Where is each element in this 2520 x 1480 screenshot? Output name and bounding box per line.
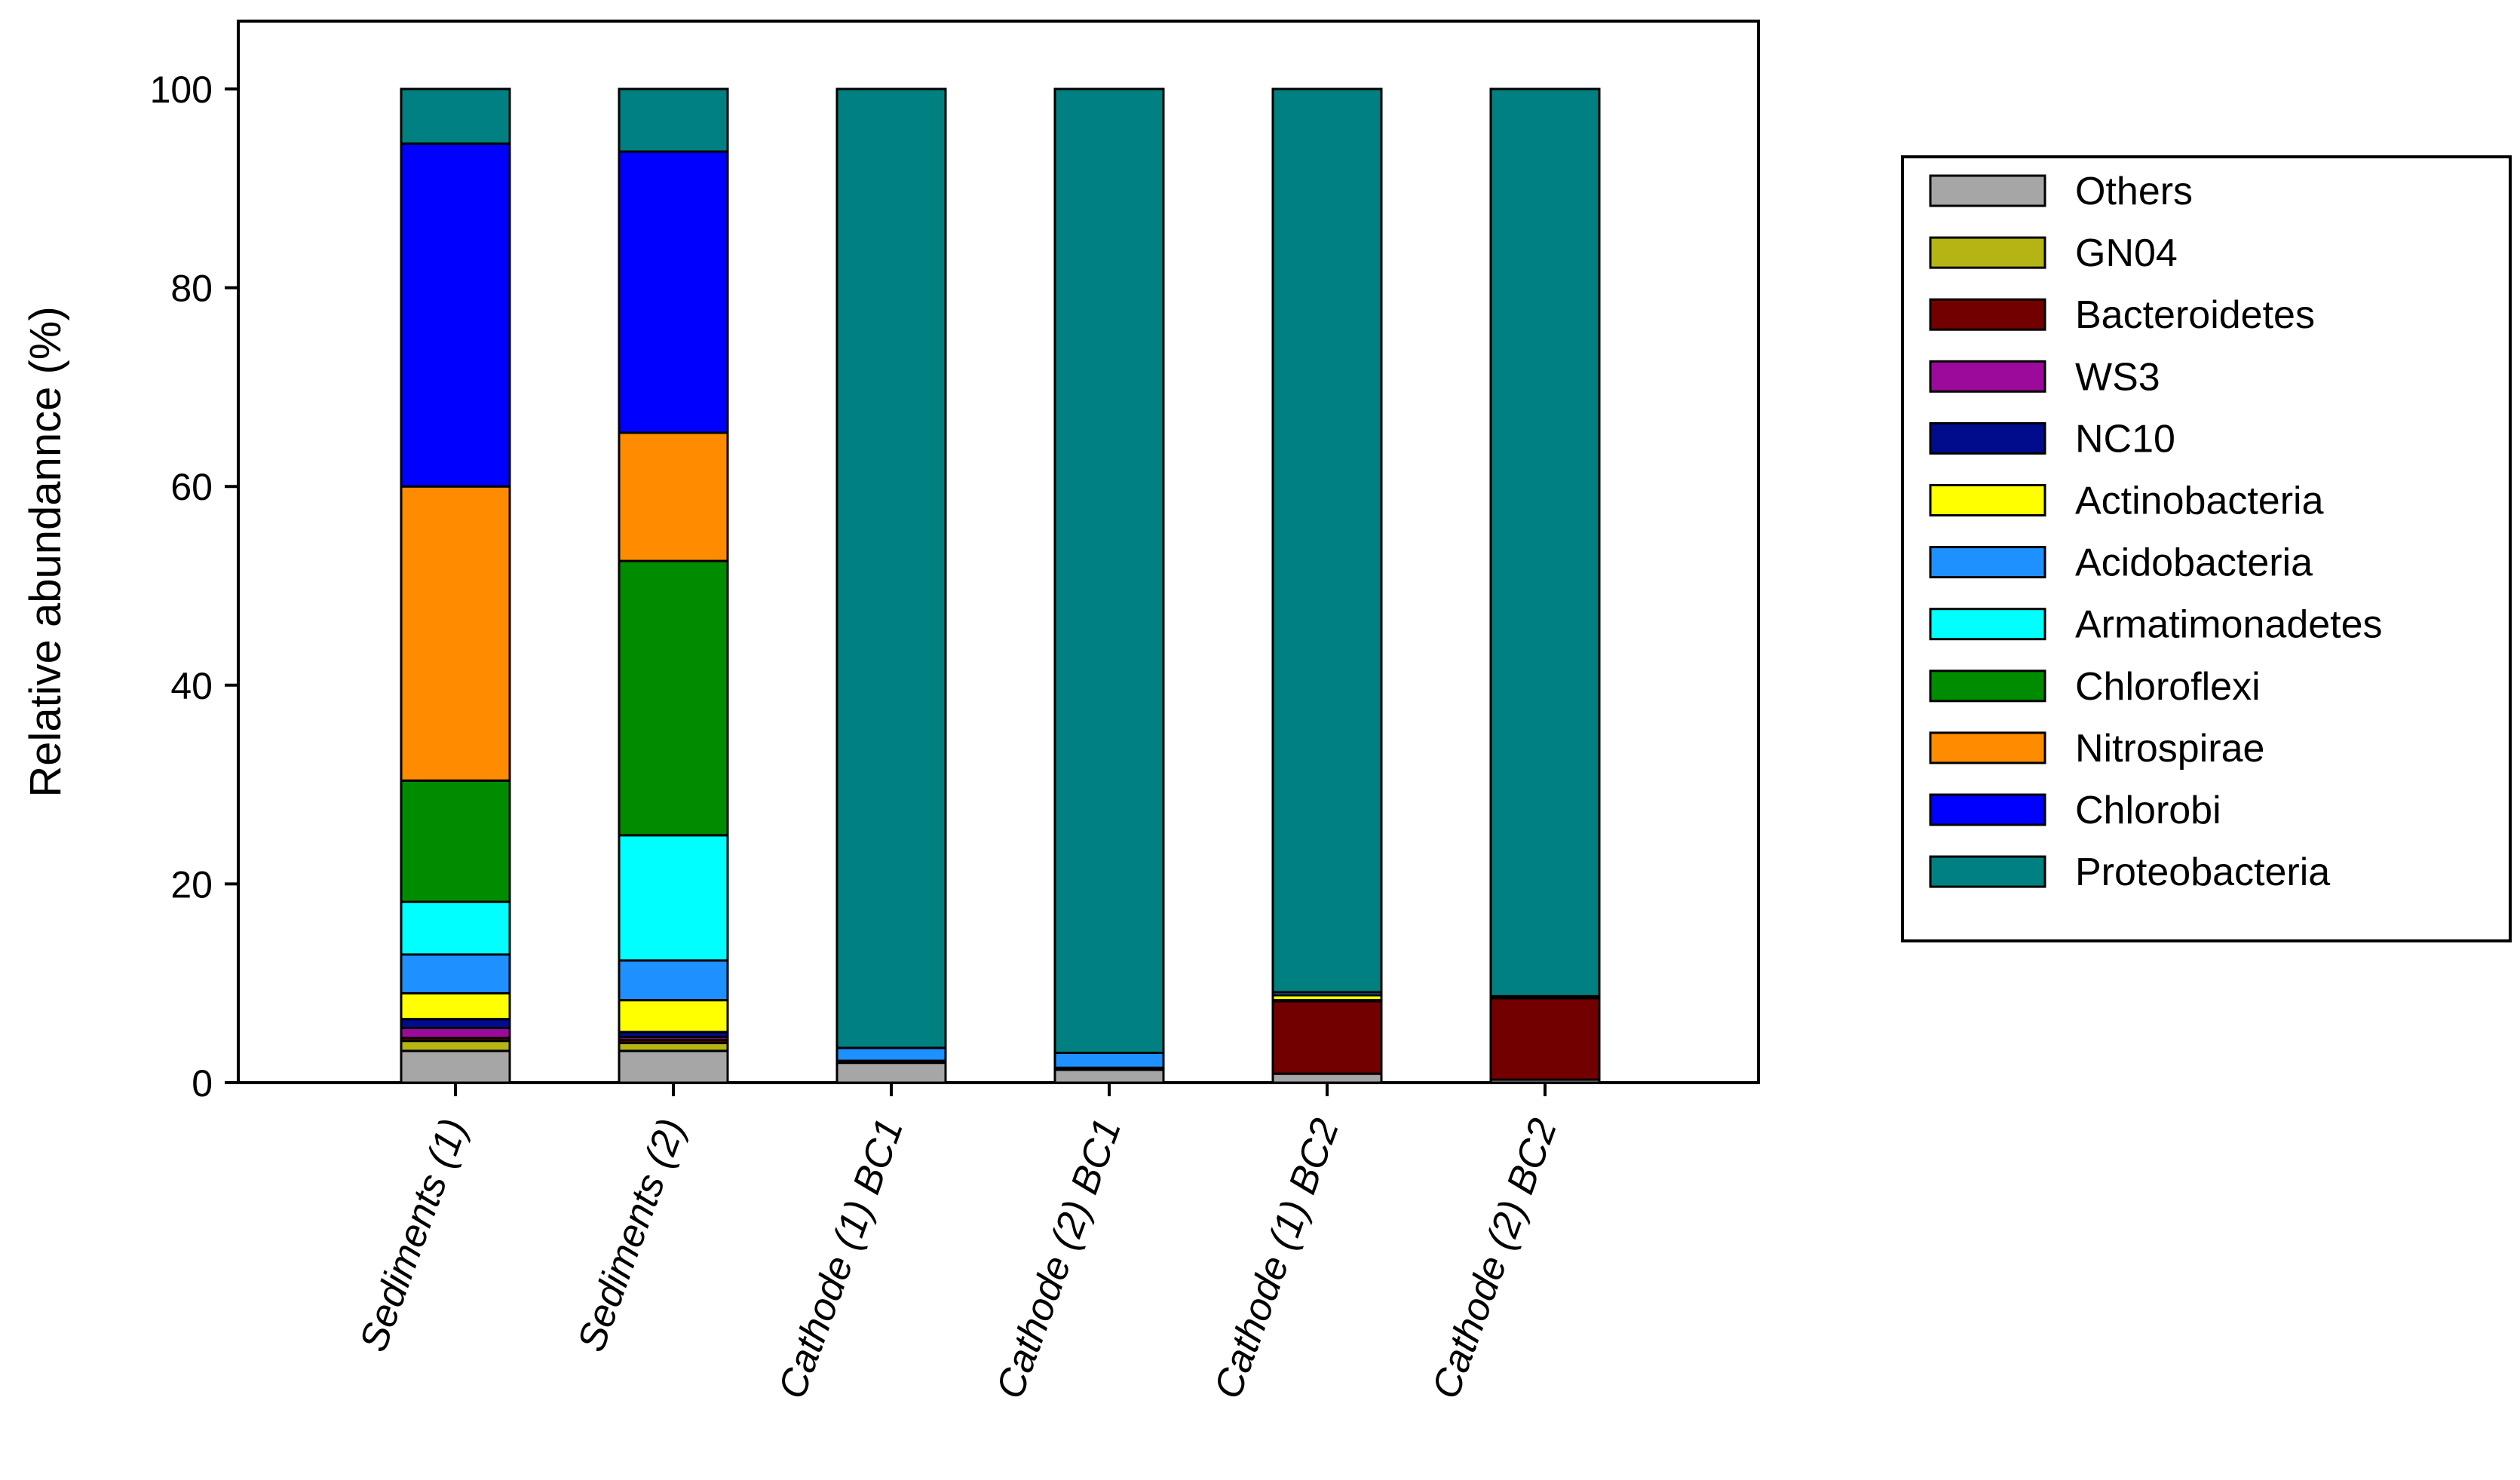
legend-swatch <box>1929 484 2046 516</box>
legend-item-bacteroidetes: Bacteroidetes <box>1929 293 2315 337</box>
bar-segment-acidobacteria <box>1053 1051 1165 1069</box>
legend-item-gn04: GN04 <box>1929 231 2178 275</box>
legend-swatch <box>1929 855 2046 888</box>
bar-segment-nc10 <box>400 1018 511 1030</box>
legend-label: Chlorobi <box>2075 789 2221 832</box>
legend-item-ws3: WS3 <box>1929 355 2160 399</box>
bar-segment-chloroflexi <box>400 779 511 903</box>
legend-item-chlorobi: Chlorobi <box>1929 789 2221 832</box>
bar-segment-bacteroidetes <box>1489 997 1601 1081</box>
bar-stack-cathode-1-bc2 <box>1271 87 1383 1084</box>
legend-item-nc10: NC10 <box>1929 417 2175 461</box>
bar-stack-sediments-2 <box>618 87 729 1084</box>
legend: Others GN04 Bacteroidetes WS3 NC10 Actinobact… <box>1901 155 2512 942</box>
legend-swatch <box>1929 670 2046 703</box>
legend-label: Actinobacteria <box>2075 480 2324 523</box>
legend-swatch <box>1929 236 2046 269</box>
x-axis: Sediments (1) Sediments (2) Cathode (1) BC… <box>351 1083 1565 1405</box>
plot-frame <box>237 20 1760 1084</box>
legend-label: Proteobacteria <box>2075 850 2330 894</box>
y-tick-label: 20 <box>170 863 213 905</box>
bar-segment-proteobacteria <box>835 87 947 1049</box>
bar-segment-others <box>1271 1072 1383 1084</box>
bar-segment-proteobacteria <box>400 87 511 145</box>
bar-segment-armatimonadetes <box>400 900 511 956</box>
legend-item-proteobacteria: Proteobacteria <box>1929 850 2330 894</box>
legend-label: NC10 <box>2075 417 2175 461</box>
bar-segment-proteobacteria <box>618 87 729 153</box>
bar-segment-acidobacteria <box>618 959 729 1002</box>
legend-label: Bacteroidetes <box>2075 293 2315 337</box>
bar-stack-cathode-2-bc2 <box>1489 87 1601 1084</box>
x-tick-label: Sediments (1) <box>351 1113 476 1357</box>
bar-segment-ws3 <box>400 1027 511 1040</box>
bar-segment-gn04 <box>400 1040 511 1053</box>
bar-segment-nitrospirae <box>400 485 511 782</box>
legend-label: Others <box>2075 170 2193 213</box>
legend-label: Armatimonadetes <box>2075 603 2383 647</box>
bar-stack-sediments-1 <box>400 87 511 1084</box>
legend-label: Nitrospirae <box>2075 727 2264 771</box>
x-tick-label: Cathode (2) BC1 <box>988 1113 1130 1405</box>
bar-segment-armatimonadetes <box>618 834 729 962</box>
bar-segment-actinobacteria <box>400 991 511 1021</box>
bar-segment-proteobacteria <box>1489 87 1601 997</box>
y-tick-label: 60 <box>170 466 213 508</box>
bar-segment-nitrospirae <box>618 431 729 562</box>
legend-swatch <box>1929 421 2046 455</box>
legend-label: Chloroflexi <box>2075 665 2261 709</box>
bar-segment-proteobacteria <box>1053 87 1165 1054</box>
legend-swatch <box>1929 360 2046 393</box>
bar-segment-others <box>835 1062 947 1084</box>
legend-label: Acidobacteria <box>2075 541 2313 585</box>
bars <box>400 87 1601 1084</box>
x-tick-label: Cathode (1) BC1 <box>770 1113 912 1405</box>
legend-swatch <box>1929 608 2046 641</box>
legend-item-nitrospirae: Nitrospirae <box>1929 727 2264 771</box>
x-tick-label: Cathode (2) BC2 <box>1424 1113 1565 1405</box>
y-tick-label: 80 <box>170 268 213 310</box>
legend-swatch <box>1929 174 2046 207</box>
legend-item-actinobacteria: Actinobacteria <box>1929 480 2324 523</box>
legend-swatch <box>1929 731 2046 765</box>
bar-segment-chlorobi <box>400 142 511 488</box>
bar-segment-proteobacteria <box>1271 87 1383 994</box>
bar-segment-actinobacteria <box>618 999 729 1034</box>
y-tick-label: 40 <box>170 665 213 707</box>
bar-stack-cathode-1-bc1 <box>835 87 947 1084</box>
bar-segment-gn04 <box>618 1041 729 1053</box>
bar-segment-acidobacteria <box>400 953 511 994</box>
legend-swatch <box>1929 546 2046 579</box>
legend-item-others: Others <box>1929 170 2193 213</box>
legend-item-chloroflexi: Chloroflexi <box>1929 665 2261 709</box>
x-tick-label: Sediments (2) <box>569 1113 694 1357</box>
bar-segment-chlorobi <box>618 150 729 434</box>
legend-item-acidobacteria: Acidobacteria <box>1929 541 2313 585</box>
legend-label: GN04 <box>2075 231 2178 275</box>
bar-segment-others <box>1053 1068 1165 1084</box>
legend-item-armatimonadetes: Armatimonadetes <box>1929 603 2383 647</box>
bar-segment-chloroflexi <box>618 559 729 837</box>
y-tick-label: 0 <box>192 1062 213 1105</box>
y-axis-title: Relative abundannce (%) <box>21 306 70 797</box>
bar-segment-others <box>400 1049 511 1084</box>
bar-segment-bacteroidetes <box>1271 1000 1383 1075</box>
y-tick-label: 100 <box>150 69 213 111</box>
x-tick-label: Cathode (1) BC2 <box>1206 1113 1347 1405</box>
y-axis: 0 20 40 60 80 100 <box>150 69 238 1105</box>
legend-label: WS3 <box>2075 355 2160 399</box>
bar-segment-others <box>618 1049 729 1084</box>
legend-swatch <box>1929 298 2046 331</box>
bar-stack-cathode-2-bc1 <box>1053 87 1165 1084</box>
bar-segment-acidobacteria <box>835 1046 947 1062</box>
legend-swatch <box>1929 793 2046 826</box>
